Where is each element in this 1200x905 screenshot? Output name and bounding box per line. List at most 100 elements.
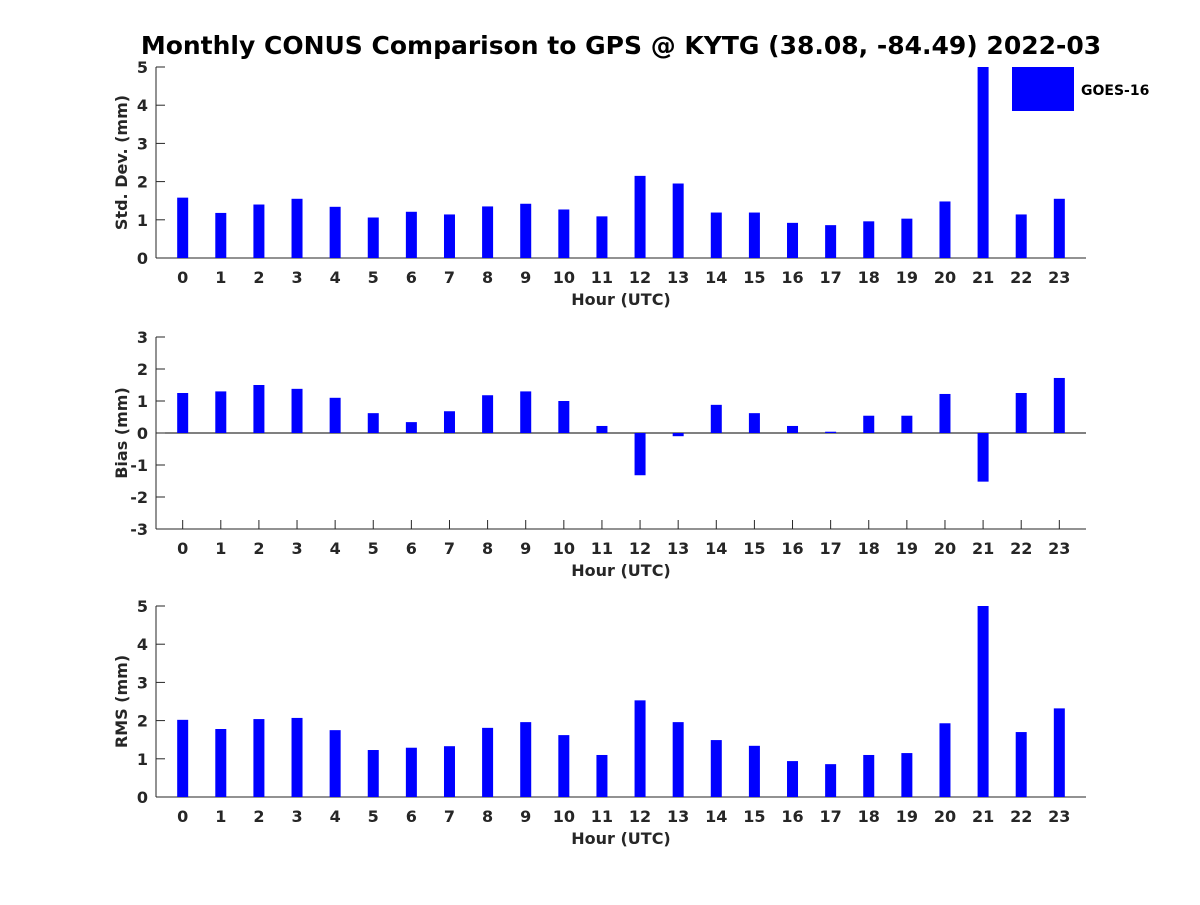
x-tick-label: 19 xyxy=(896,268,918,287)
bar-hour-19 xyxy=(901,415,913,433)
y-tick-label: 0 xyxy=(137,249,148,268)
x-tick-label: 8 xyxy=(482,268,493,287)
bar-hour-22 xyxy=(1015,732,1027,797)
bar-hour-13 xyxy=(672,722,684,797)
bar-hour-5 xyxy=(367,217,379,258)
bar-hour-0 xyxy=(177,393,189,433)
x-tick-label: 1 xyxy=(215,539,226,558)
bar-hour-18 xyxy=(863,221,875,258)
bar-hour-16 xyxy=(787,761,799,797)
x-tick-label: 9 xyxy=(520,807,531,826)
x-tick-label: 13 xyxy=(667,268,689,287)
x-tick-label: 7 xyxy=(444,268,455,287)
y-tick-label: 5 xyxy=(137,58,148,77)
bar-hour-12 xyxy=(634,433,646,476)
x-tick-label: 10 xyxy=(553,268,575,287)
x-tick-label: 12 xyxy=(629,268,651,287)
x-tick-label: 9 xyxy=(520,539,531,558)
bar-hour-5 xyxy=(367,413,379,433)
bar-hour-16 xyxy=(787,425,799,433)
x-tick-label: 17 xyxy=(819,539,841,558)
x-tick-label: 5 xyxy=(368,807,379,826)
x-tick-label: 18 xyxy=(858,807,880,826)
bar-hour-7 xyxy=(443,214,455,258)
bar-hour-20 xyxy=(939,201,951,258)
x-tick-label: 12 xyxy=(629,807,651,826)
bar-hour-21 xyxy=(977,433,989,482)
bar-hour-18 xyxy=(863,754,875,797)
bar-hour-13 xyxy=(672,183,684,258)
legend: GOES-16 xyxy=(1012,67,1149,111)
x-tick-label: 22 xyxy=(1010,539,1032,558)
bar-hour-9 xyxy=(520,722,532,797)
y-tick-label: 3 xyxy=(137,328,148,347)
x-tick-label: 12 xyxy=(629,539,651,558)
bar-hour-8 xyxy=(482,206,494,258)
bar-hour-6 xyxy=(405,422,417,433)
bar-hour-21 xyxy=(977,606,989,797)
x-tick-label: 1 xyxy=(215,807,226,826)
y-tick-label: 4 xyxy=(137,96,148,115)
x-tick-label: 23 xyxy=(1048,539,1070,558)
bar-hour-1 xyxy=(215,212,227,258)
x-tick-label: 13 xyxy=(667,539,689,558)
bar-hour-8 xyxy=(482,395,494,433)
bar-hour-19 xyxy=(901,753,913,797)
bar-hour-15 xyxy=(748,745,760,797)
x-tick-label: 1 xyxy=(215,268,226,287)
x-tick-label: 19 xyxy=(896,807,918,826)
bar-hour-19 xyxy=(901,218,913,258)
x-tick-label: 22 xyxy=(1010,268,1032,287)
bar-hour-23 xyxy=(1053,198,1065,258)
x-tick-label: 0 xyxy=(177,807,188,826)
y-axis-label: Bias (mm) xyxy=(112,387,131,479)
bar-hour-11 xyxy=(596,216,608,258)
x-tick-label: 14 xyxy=(705,807,727,826)
bar-hour-6 xyxy=(405,211,417,258)
x-tick-label: 2 xyxy=(253,539,264,558)
x-tick-label: 11 xyxy=(591,539,613,558)
x-tick-label: 21 xyxy=(972,268,994,287)
bar-hour-12 xyxy=(634,175,646,258)
y-tick-label: -1 xyxy=(130,456,148,475)
bar-hour-3 xyxy=(291,198,303,258)
y-axis-label: Std. Dev. (mm) xyxy=(112,95,131,230)
x-tick-label: 18 xyxy=(858,539,880,558)
x-tick-label: 16 xyxy=(781,539,803,558)
bar-hour-22 xyxy=(1015,393,1027,433)
bar-hour-1 xyxy=(215,729,227,797)
x-tick-label: 20 xyxy=(934,268,956,287)
x-tick-label: 20 xyxy=(934,807,956,826)
bar-hour-4 xyxy=(329,730,341,797)
y-tick-label: 2 xyxy=(137,360,148,379)
bar-hour-8 xyxy=(482,727,494,797)
bar-hour-18 xyxy=(863,415,875,433)
x-tick-label: 8 xyxy=(482,807,493,826)
bar-hour-0 xyxy=(177,719,189,797)
x-tick-label: 18 xyxy=(858,268,880,287)
x-tick-label: 8 xyxy=(482,539,493,558)
y-tick-label: -2 xyxy=(130,488,148,507)
legend-swatch-goes-16 xyxy=(1012,67,1074,111)
y-tick-label: 2 xyxy=(137,712,148,731)
x-tick-label: 16 xyxy=(781,268,803,287)
bar-hour-2 xyxy=(253,719,265,797)
y-axis-label: RMS (mm) xyxy=(112,655,131,748)
y-tick-label: 1 xyxy=(137,750,148,769)
bar-hour-17 xyxy=(825,431,837,433)
bar-hour-2 xyxy=(253,204,265,258)
bar-hour-7 xyxy=(443,411,455,433)
bar-hour-1 xyxy=(215,391,227,433)
x-tick-label: 17 xyxy=(819,807,841,826)
x-tick-label: 23 xyxy=(1048,268,1070,287)
x-tick-label: 7 xyxy=(444,807,455,826)
x-axis-label: Hour (UTC) xyxy=(571,561,671,580)
x-tick-label: 11 xyxy=(591,807,613,826)
bar-hour-5 xyxy=(367,750,379,797)
bar-hour-12 xyxy=(634,700,646,797)
bar-hour-4 xyxy=(329,397,341,433)
x-tick-label: 10 xyxy=(553,807,575,826)
